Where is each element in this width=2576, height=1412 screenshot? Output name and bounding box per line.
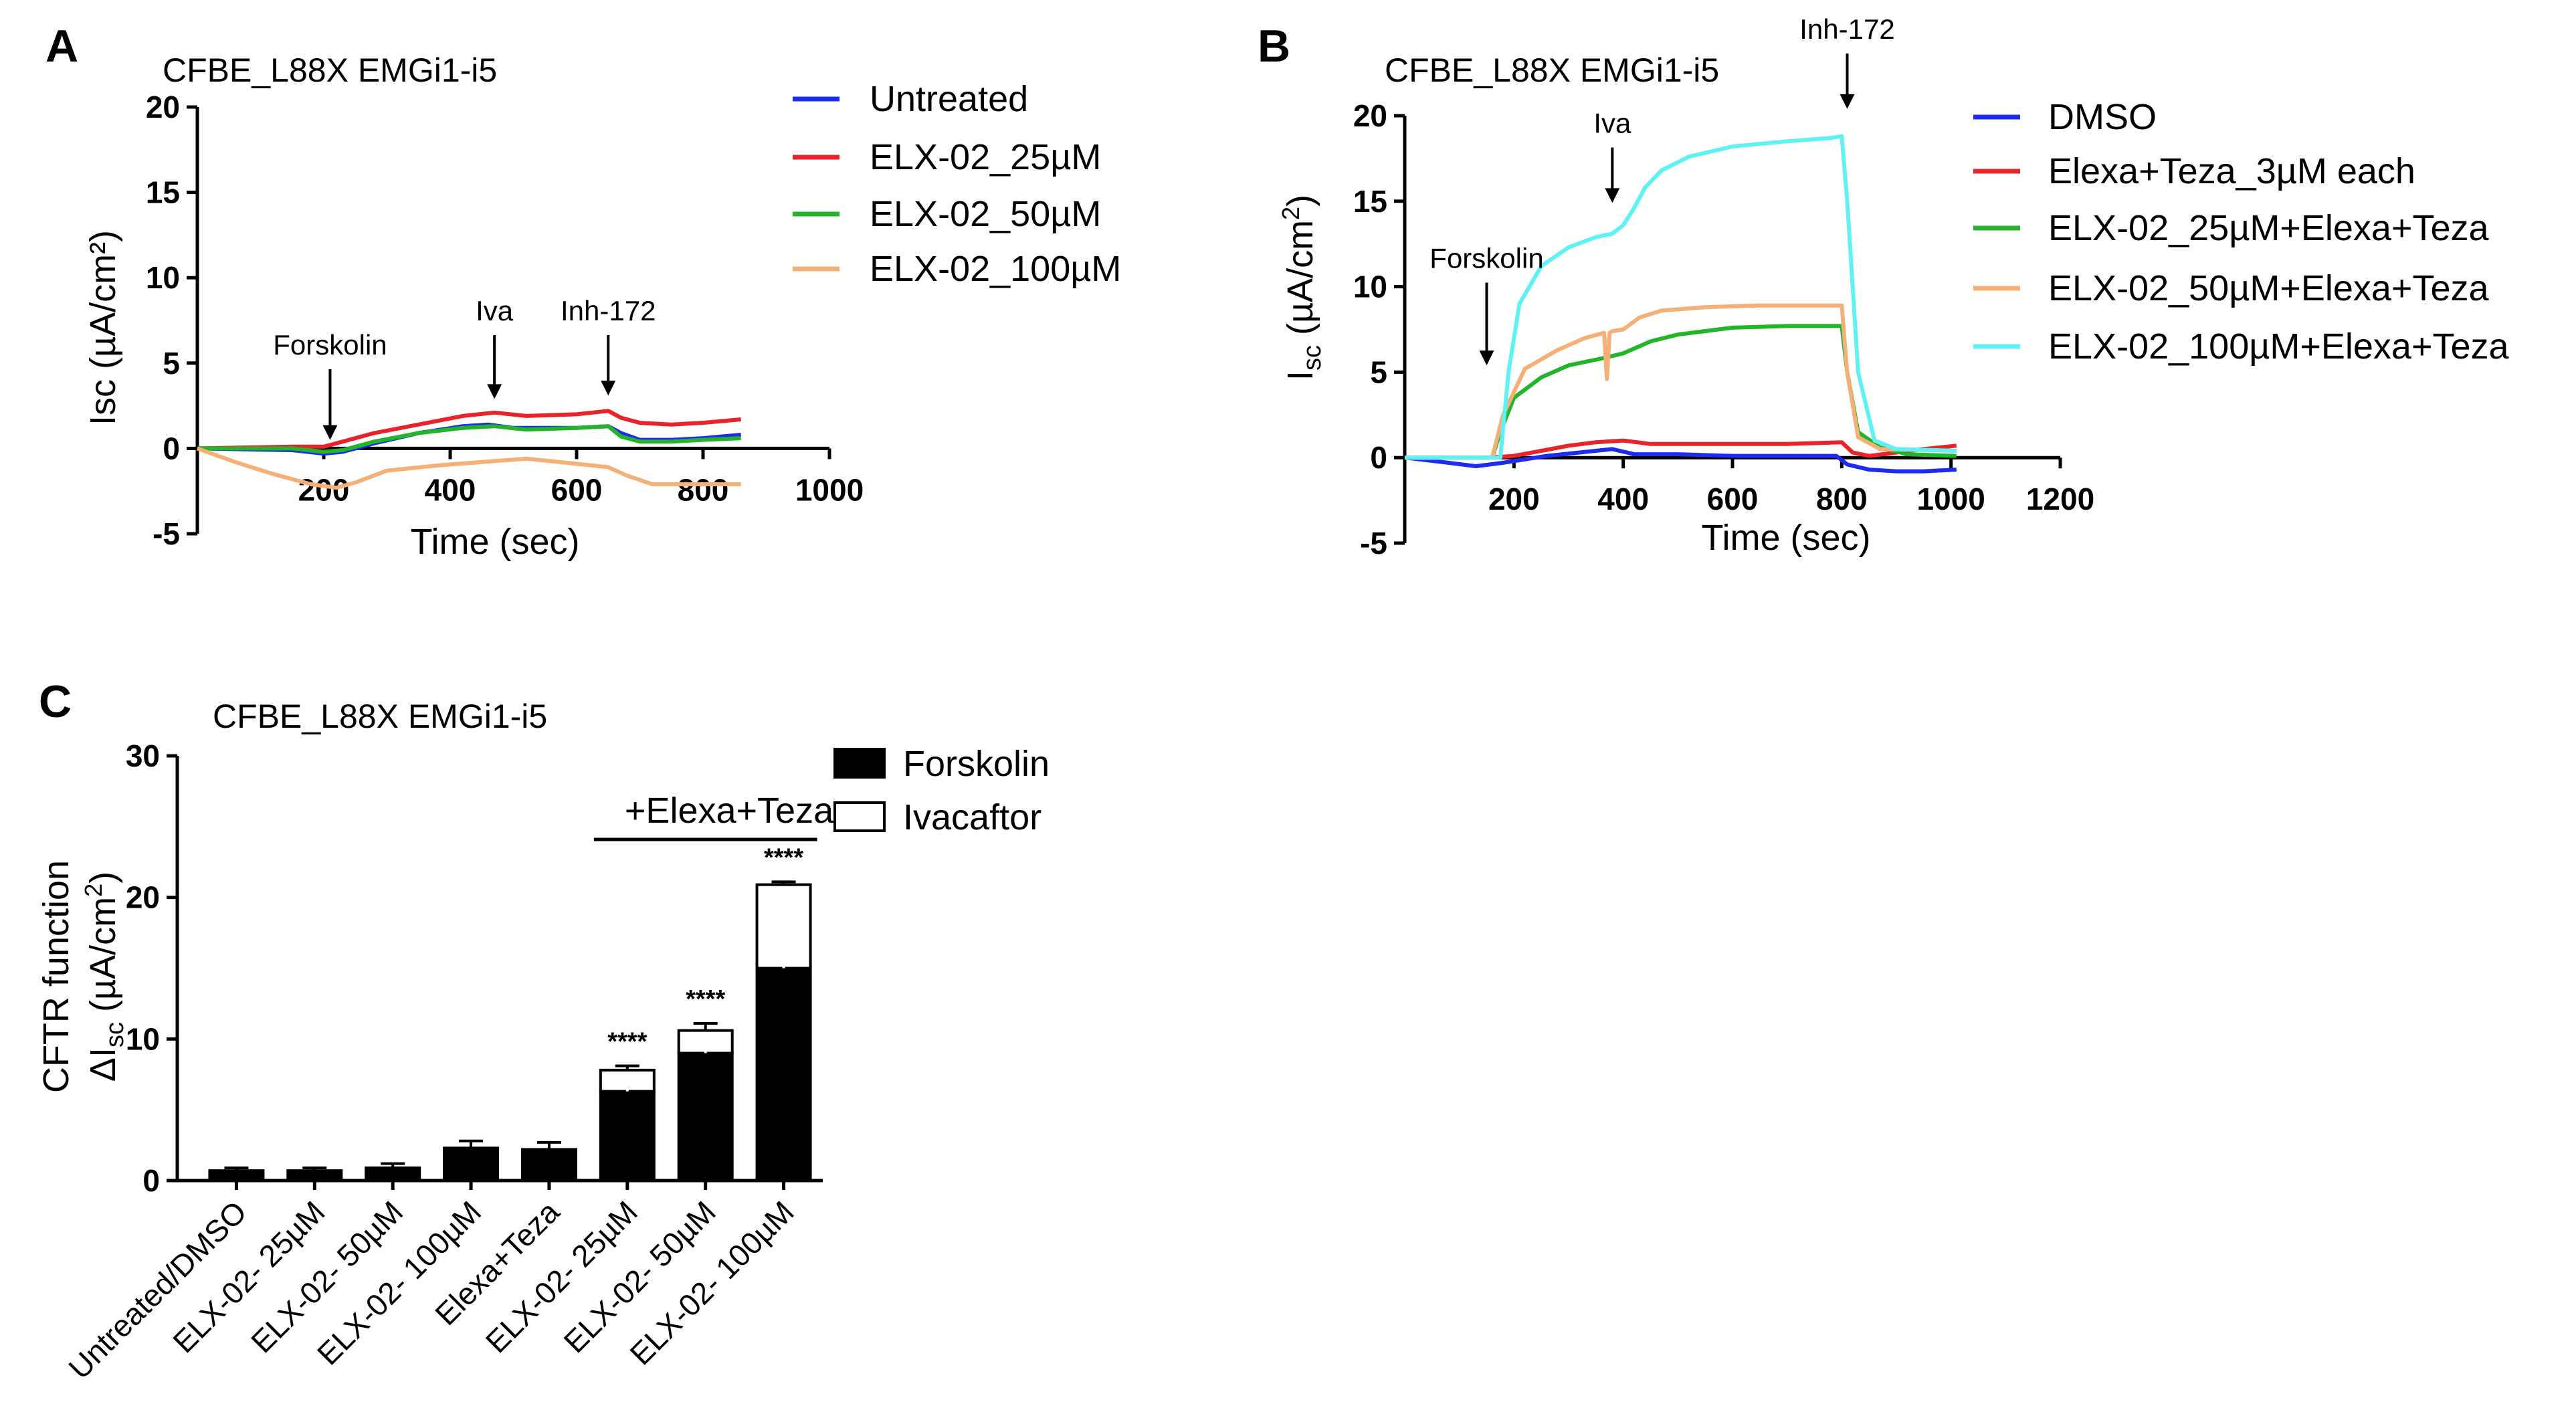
y-tick-label: 0 [142, 1163, 160, 1198]
panel-c-ylabel-line1: CFTR function [36, 860, 76, 1093]
legend-label-elx02-25um-et: ELX-02_25µM+Elexa+Teza [2048, 208, 2489, 248]
bar-forskolin [677, 1051, 734, 1182]
significance-marker: **** [686, 985, 725, 1013]
annotation-label-forskolin: Forskolin [273, 329, 387, 361]
y-tick-label: 20 [146, 90, 180, 124]
annotation-label-iva: Iva [1593, 108, 1631, 139]
panel-letter-b: B [1258, 21, 1290, 72]
significance-marker: **** [764, 843, 803, 872]
legend-label-elexa-teza: Elexa+Teza_3µM each [2048, 151, 2415, 191]
panel-a-axes: -5 0 5 10 15 20 200 400 600 800 1000 [146, 90, 864, 551]
annotation-label-inh-172: Inh-172 [561, 295, 656, 326]
y-tick-label: 10 [146, 260, 180, 295]
x-tick-label: 400 [425, 472, 476, 507]
legend-swatch-ivacaftor [833, 801, 886, 832]
bar-forskolin [365, 1166, 421, 1182]
bar-forskolin [755, 967, 812, 1182]
panel-b-xlabel: Time (sec) [1702, 518, 1871, 558]
x-tick-label: 600 [1707, 482, 1759, 516]
y-tick-label: -5 [153, 516, 180, 551]
series-line-elx-02-25-m-elexa-teza [1405, 324, 1957, 460]
y-tick-label: -5 [1360, 526, 1387, 561]
panel-a-title: CFBE_L88X EMGi1-i5 [163, 52, 497, 89]
panel-b-ylabel: Isc (µA/cm2) [1277, 195, 1326, 381]
y-tick-label: 20 [126, 880, 160, 915]
x-tick-label: 1200 [2026, 482, 2094, 516]
y-tick-label: 0 [163, 431, 180, 466]
annotation-arrow-head [487, 384, 502, 399]
y-tick-label: 10 [126, 1021, 160, 1056]
panel-b-series [1404, 134, 1957, 474]
bar-forskolin [599, 1090, 656, 1183]
y-tick-label: 30 [126, 738, 160, 773]
x-tick-label: 1000 [795, 472, 864, 507]
panel-b-legend: DMSO Elexa+Teza_3µM each ELX-02_25µM+Ele… [1973, 97, 2510, 367]
series-line-elx-02-100-m [196, 446, 741, 490]
panel-b-annotations: Forskolin Iva Inh-172 [1429, 13, 1895, 366]
panel-c-ylabel-line2: ΔIsc (µA/cm2) [80, 872, 129, 1082]
panel-a-legend: Untreated ELX-02_25µM ELX-02_50µM ELX-02… [793, 79, 1121, 289]
y-tick-label: 15 [1353, 184, 1387, 219]
y-tick-label: 5 [163, 346, 180, 381]
panel-c-bars: **** **** **** [208, 843, 812, 1183]
panel-a: A CFBE_L88X EMGi1-i5 -5 0 5 10 15 20 200 400 600… [45, 21, 1121, 562]
panel-a-series [196, 409, 741, 490]
annotation-label-forskolin: Forskolin [1429, 242, 1543, 274]
x-tick-label: 400 [1597, 482, 1649, 516]
legend-label-elx02-25um: ELX-02_25µM [870, 137, 1101, 177]
x-tick-label: 200 [298, 472, 350, 507]
series-line-elexa-teza-3-m-each [1405, 438, 1957, 460]
x-tick-label: 200 [1488, 482, 1540, 516]
panel-c-title: CFBE_L88X EMGi1-i5 [213, 698, 547, 735]
series-line-elx-02-50-m-elexa-teza [1405, 303, 1957, 460]
annotation-arrow-head [601, 381, 616, 396]
series-line-elx-02-25-m [197, 409, 741, 451]
bar-forskolin [520, 1148, 577, 1183]
y-tick-label: 10 [1353, 270, 1387, 304]
panel-b: B CFBE_L88X EMGi1-i5 -5 0 5 10 15 20 200 400 600… [1258, 13, 2510, 561]
y-tick-label: 5 [1370, 355, 1387, 389]
panel-c-group-label: +Elexa+Teza [625, 791, 834, 831]
bar-forskolin [443, 1146, 500, 1182]
legend-label-ivacaftor: Ivacaftor [903, 797, 1042, 837]
series-line-dmso [1404, 447, 1957, 474]
panel-a-ylabel: Isc (µA/cm²) [83, 230, 123, 425]
annotation-label-iva: Iva [476, 295, 514, 326]
series-line-elx-02-100-m-elexa-teza [1405, 134, 1957, 460]
annotation-label-inh-172: Inh-172 [1799, 13, 1894, 45]
panel-letter-c: C [39, 676, 72, 727]
legend-label-elx02-100um-et: ELX-02_100µM+Elexa+Teza [2048, 326, 2510, 367]
legend-label-forskolin: Forskolin [903, 744, 1050, 784]
panel-b-title: CFBE_L88X EMGi1-i5 [1385, 52, 1719, 89]
bar-forskolin [208, 1169, 265, 1183]
panel-a-xlabel: Time (sec) [411, 522, 580, 562]
x-tick-label: 1000 [1916, 482, 1985, 516]
x-tick-label: 800 [1816, 482, 1868, 516]
panel-c-legend: Forskolin Ivacaftor [833, 744, 1050, 837]
y-tick-label: 15 [146, 175, 180, 210]
legend-label-untreated: Untreated [870, 79, 1028, 119]
legend-swatch-forskolin [833, 748, 886, 779]
panel-c-axes: 0 10 20 30 [126, 738, 823, 1198]
series-line-elx-02-50-m [197, 424, 741, 454]
legend-label-elx02-50um: ELX-02_50µM [870, 194, 1101, 234]
legend-label-elx02-100um: ELX-02_100µM [870, 249, 1121, 289]
legend-label-elx02-50um-et: ELX-02_50µM+Elexa+Teza [2048, 268, 2489, 308]
y-tick-label: 20 [1353, 98, 1387, 133]
x-tick-label: 800 [678, 472, 729, 507]
annotation-arrow-head [322, 425, 338, 440]
x-tick-label: 600 [551, 472, 603, 507]
panel-a-annotations: Forskolin Iva Inh-172 [273, 295, 656, 440]
bar-forskolin [286, 1169, 343, 1183]
legend-label-dmso: DMSO [2048, 97, 2157, 137]
annotation-arrow-head [1840, 94, 1855, 109]
annotation-arrow-head [1605, 188, 1620, 203]
annotation-arrow-head [1479, 350, 1494, 366]
significance-marker: **** [607, 1028, 647, 1056]
y-tick-label: 0 [1370, 440, 1387, 475]
panel-letter-a: A [45, 21, 78, 72]
